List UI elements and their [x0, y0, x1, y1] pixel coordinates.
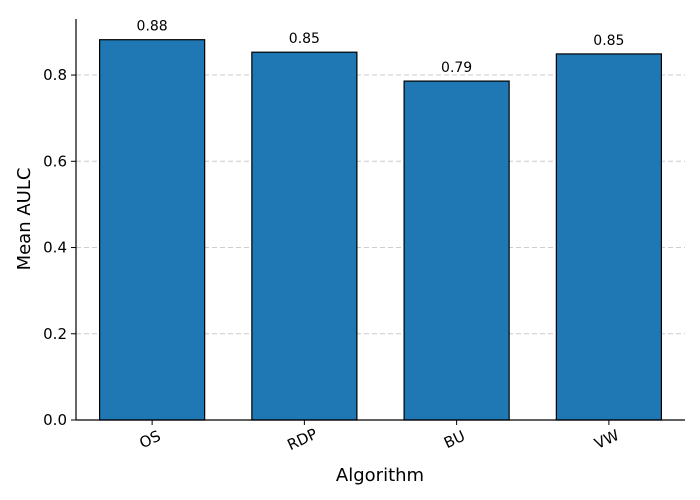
data-label-bu: 0.79 — [441, 60, 472, 76]
data-label-rdp: 0.85 — [289, 31, 320, 47]
bar-rdp — [251, 51, 358, 421]
label-layer: 0.88 0.85 0.79 0.85 — [137, 19, 625, 76]
axis-layer: 0.0 0.2 0.4 0.6 0.8 OS RDP BU VW — [43, 19, 685, 454]
y-tick-label: 0.8 — [43, 66, 67, 84]
x-tick-label-bu: BU — [441, 427, 468, 452]
bar-bu — [403, 80, 510, 421]
bar-vw — [555, 53, 663, 421]
data-label-os: 0.88 — [137, 19, 168, 35]
y-tick-label: 0.4 — [43, 239, 67, 257]
x-tick-label-rdp: RDP — [284, 425, 320, 454]
data-label-vw: 0.85 — [593, 33, 624, 49]
y-tick-label: 0.2 — [43, 325, 67, 343]
bar-os — [98, 39, 206, 421]
bar-layer — [98, 39, 663, 421]
x-axis-title: Algorithm — [336, 465, 424, 486]
y-tick-label: 0.6 — [43, 152, 67, 170]
y-axis-title: Mean AULC — [14, 168, 35, 271]
x-tick-label-vw: VW — [592, 426, 623, 453]
y-tick-label: 0.0 — [43, 411, 67, 429]
x-tick-label-os: OS — [137, 427, 164, 452]
